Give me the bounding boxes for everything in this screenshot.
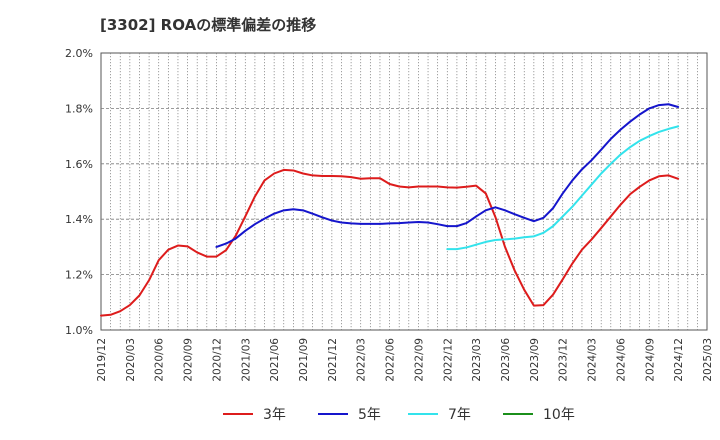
x-tick-label: 2020/09 [183, 338, 195, 382]
legend-label: 5年 [358, 407, 381, 423]
y-tick-label: 1.2% [65, 269, 93, 282]
x-tick-label: 2022/06 [385, 338, 397, 382]
x-tick-label: 2023/03 [471, 338, 483, 382]
series-line-5年 [215, 103, 680, 248]
x-tick-label: 2022/03 [356, 338, 368, 382]
legend-item-5年: 5年 [318, 407, 381, 423]
legend-item-10年: 10年 [503, 407, 575, 423]
x-tick-label: 2023/09 [529, 338, 541, 382]
x-tick-label: 2023/12 [558, 338, 570, 382]
y-tick-label: 1.6% [65, 158, 93, 171]
x-tick-label: 2024/03 [587, 338, 599, 382]
x-tick-label: 2021/06 [269, 338, 281, 382]
legend-label: 10年 [543, 407, 575, 423]
x-tick-label: 2020/06 [154, 338, 166, 382]
series-line-7年 [446, 125, 680, 251]
x-tick-label: 2022/12 [442, 338, 454, 382]
x-tick-label: 2020/03 [125, 338, 137, 382]
y-tick-label: 2.0% [65, 47, 93, 60]
x-tick-label: 2024/06 [615, 338, 627, 382]
legend-label: 7年 [448, 407, 471, 423]
x-tick-label: 2024/12 [673, 338, 685, 382]
chart-title: [3302] ROAの標準偏差の推移 [100, 16, 317, 34]
x-tick-label: 2021/12 [327, 338, 339, 382]
series-line-3年 [100, 168, 680, 317]
legend-label: 3年 [263, 407, 286, 423]
legend-item-7年: 7年 [408, 407, 471, 423]
x-tick-label: 2022/09 [413, 338, 425, 382]
grid-layer [101, 53, 707, 330]
y-tick-label: 1.0% [65, 324, 93, 337]
y-tick-label: 1.4% [65, 213, 93, 226]
x-tick-label: 2025/03 [702, 338, 714, 382]
legend-item-3年: 3年 [223, 407, 286, 423]
x-tick-label: 2020/12 [211, 338, 223, 382]
plot-area [100, 52, 708, 331]
series-layer [100, 103, 680, 317]
x-tick-label: 2021/09 [298, 338, 310, 382]
x-tick-label: 2024/09 [644, 338, 656, 382]
y-tick-label: 1.8% [65, 102, 93, 115]
axis-layer: 1.0% 1.2% 1.4% 1.6% 1.8% 2.0% 2019/12 2020/03 20… [65, 47, 714, 382]
x-tick-label: 2019/12 [96, 338, 108, 382]
x-tick-label: 2023/06 [500, 338, 512, 382]
x-tick-label: 2021/03 [240, 338, 252, 382]
legend: 3年 5年 7年 10年 [223, 407, 575, 423]
